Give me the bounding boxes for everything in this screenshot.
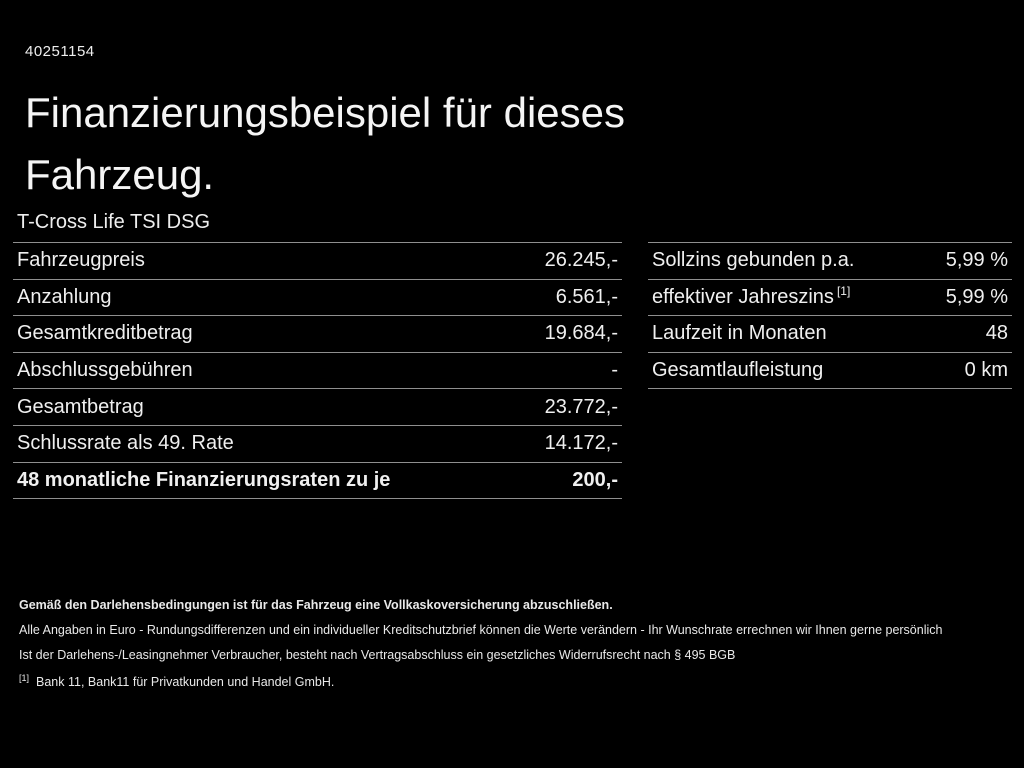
row-label: Gesamtkreditbetrag [17,322,193,345]
row-value: 19.684,- [544,322,618,345]
finance-table-right: Sollzins gebunden p.a. 5,99 % effektiver… [648,242,1012,390]
row-value: 0 km [964,359,1008,382]
row-abschlussgebuehren: Abschlussgebühren - [13,351,622,389]
row-gesamtbetrag: Gesamtbetrag 23.772,- [13,388,622,425]
footer-footnote: [1] Bank 11, Bank11 für Privatkunden und … [19,672,1009,690]
finance-table-left: Fahrzeugpreis 26.245,- Anzahlung 6.561,-… [13,242,622,500]
row-sollzins: Sollzins gebunden p.a. 5,99 % [648,242,1012,279]
row-label: Anzahlung [17,285,112,308]
row-value: 200,- [572,468,618,491]
footnote-text: Bank 11, Bank11 für Privatkunden und Han… [36,675,335,689]
legal-footer: Gemäß den Darlehensbedingungen ist für d… [19,597,1009,690]
row-label: Fahrzeugpreis [17,249,145,272]
row-value: 26.245,- [544,249,618,272]
row-value: 6.561,- [555,285,618,308]
row-label: Sollzins gebunden p.a. [652,249,855,272]
row-fahrzeugpreis: Fahrzeugpreis 26.245,- [13,242,622,279]
document-id: 40251154 [25,43,95,60]
row-anzahlung: Anzahlung 6.561,- [13,278,622,316]
vehicle-model-label: T-Cross Life TSI DSG [17,211,211,233]
footnote-marker: [1] [19,672,30,683]
row-effektiver-jahreszins: effektiver Jahreszins [1] 5,99 % [648,278,1012,316]
row-value: 5,99 % [945,249,1008,272]
row-label: Schlussrate als 49. Rate [17,432,234,455]
row-value: 23.772,- [544,395,618,418]
row-label: Abschlussgebühren [17,359,193,382]
row-label: Laufzeit in Monaten [652,322,827,345]
footnote-ref-marker: [1] [836,284,851,299]
row-label: Gesamtbetrag [17,395,144,418]
footer-disclaimer-1: Alle Angaben in Euro - Rundungsdifferenz… [19,623,943,637]
row-label: Gesamtlaufleistung [652,359,824,382]
row-value: 48 [985,322,1008,345]
row-value: 14.172,- [544,432,618,455]
row-laufzeit: Laufzeit in Monaten 48 [648,315,1012,352]
row-gesamtlaufleistung: Gesamtlaufleistung 0 km [648,351,1012,389]
row-value: 5,99 % [945,285,1008,308]
row-label: 48 monatliche Finanzierungsraten zu je [17,468,391,491]
footer-insurance-note: Gemäß den Darlehensbedingungen ist für d… [19,598,613,612]
page-title: Finanzierungsbeispiel für dieses Fahrzeu… [25,89,625,198]
footer-disclaimer-2: Ist der Darlehens-/Leasingnehmer Verbrau… [19,648,736,662]
row-gesamtkreditbetrag: Gesamtkreditbetrag 19.684,- [13,315,622,352]
row-value: - [611,359,618,382]
row-label: effektiver Jahreszins [1] [652,284,851,308]
row-monatliche-raten: 48 monatliche Finanzierungsraten zu je 2… [13,461,622,499]
row-schlussrate: Schlussrate als 49. Rate 14.172,- [13,424,622,462]
